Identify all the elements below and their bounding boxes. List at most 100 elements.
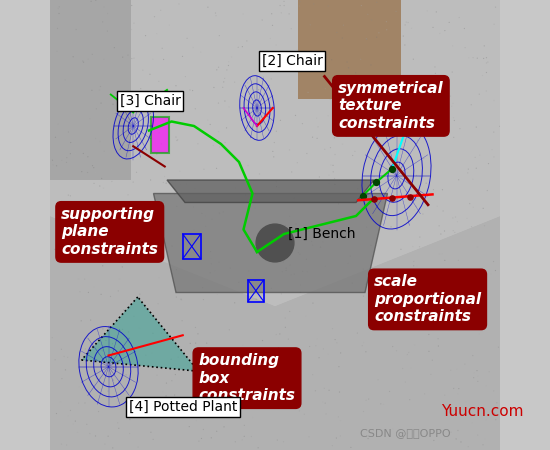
Point (315, 173, 324, 180)
Point (318, 83, 327, 90)
Point (354, 127, 362, 135)
Point (482, 382, 491, 390)
Point (239, 10, 248, 18)
Point (397, 246, 405, 253)
Point (262, 58, 271, 65)
Point (280, 367, 289, 374)
Point (116, 115, 125, 122)
Point (492, 399, 501, 406)
Point (409, 243, 417, 250)
Point (469, 204, 477, 211)
Point (82, 51, 91, 58)
Point (318, 238, 327, 245)
Point (254, 86, 263, 93)
Point (255, 171, 264, 178)
Point (483, 58, 492, 66)
Point (293, 159, 302, 166)
Point (104, 432, 113, 440)
Point (90, 284, 98, 291)
Point (300, 411, 309, 418)
Point (130, 54, 139, 62)
Point (212, 66, 221, 73)
Point (127, 26, 136, 33)
Point (302, 256, 311, 263)
Point (465, 323, 474, 330)
Point (475, 330, 483, 338)
Point (218, 84, 227, 91)
Point (207, 260, 216, 267)
Point (339, 22, 348, 29)
Point (316, 243, 325, 251)
Point (174, 0, 183, 8)
Point (426, 95, 434, 103)
Point (256, 225, 265, 232)
Point (100, 56, 108, 63)
Point (290, 199, 299, 206)
Point (302, 150, 311, 157)
Point (155, 78, 163, 85)
Point (313, 135, 322, 142)
Point (284, 336, 293, 343)
Point (385, 388, 394, 395)
Point (103, 387, 112, 395)
Point (329, 73, 338, 81)
Point (81, 346, 90, 353)
Point (204, 4, 212, 11)
Point (263, 380, 272, 387)
Point (141, 32, 150, 39)
Point (372, 80, 381, 87)
Point (338, 140, 347, 148)
Point (463, 169, 472, 176)
Point (409, 258, 418, 265)
Point (411, 104, 420, 111)
Point (336, 349, 345, 356)
Point (174, 354, 183, 361)
Point (467, 223, 476, 230)
Point (346, 252, 355, 260)
Point (57, 441, 66, 448)
Point (324, 180, 333, 187)
Point (415, 234, 424, 241)
Point (473, 243, 482, 251)
Point (84, 289, 93, 296)
Point (241, 192, 250, 199)
Point (336, 417, 345, 424)
Point (414, 137, 422, 144)
Point (58, 375, 67, 382)
Point (101, 441, 109, 448)
Point (111, 368, 119, 375)
Point (267, 75, 276, 82)
Point (100, 122, 108, 129)
Point (472, 123, 481, 130)
Point (108, 318, 117, 325)
Point (401, 21, 410, 28)
Point (247, 433, 256, 440)
Point (195, 437, 204, 445)
Point (453, 365, 461, 373)
Point (63, 354, 72, 361)
Point (55, 3, 64, 10)
Point (57, 157, 66, 164)
Point (106, 293, 115, 300)
Point (88, 31, 97, 38)
Text: [1] Bench: [1] Bench (289, 227, 356, 241)
Point (254, 444, 262, 450)
Point (375, 187, 384, 194)
Point (324, 112, 333, 119)
Point (146, 176, 155, 184)
Point (401, 378, 410, 386)
Point (167, 377, 176, 384)
Point (124, 141, 133, 149)
Point (215, 210, 224, 217)
Point (124, 328, 133, 336)
Point (171, 178, 180, 185)
Point (324, 2, 333, 9)
Point (212, 428, 221, 435)
Point (478, 323, 487, 330)
Point (461, 398, 470, 405)
Point (225, 326, 234, 333)
Point (178, 53, 187, 60)
Point (80, 275, 89, 283)
Point (91, 169, 100, 176)
Point (450, 117, 459, 124)
